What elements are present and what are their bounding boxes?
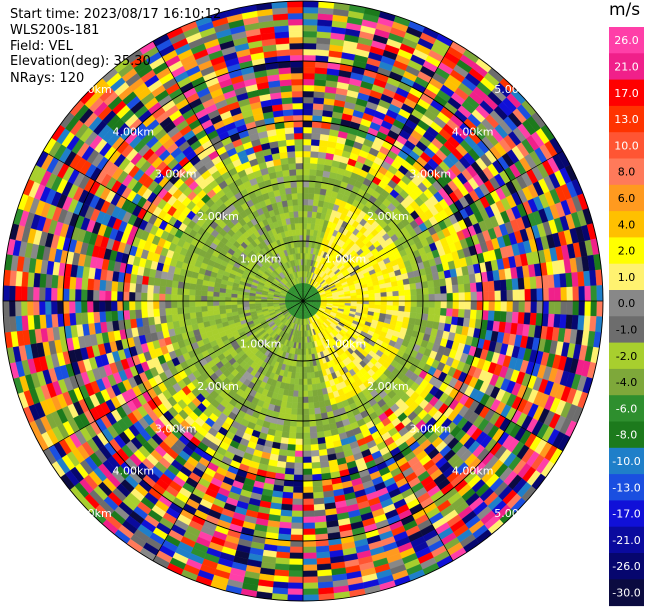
range-label: 2.00km	[367, 380, 409, 393]
range-label: 1.00km	[325, 337, 367, 350]
range-label: 4.00km	[113, 465, 155, 478]
range-label: 5.00km	[494, 507, 536, 520]
range-label: 3.00km	[155, 422, 197, 435]
range-label: 3.00km	[410, 168, 452, 181]
range-labels: 1.00km 1.00km 1.00km 1.00km 2.00km 2.00km 2.00…	[70, 83, 536, 520]
range-label: 2.00km	[197, 380, 239, 393]
range-label: 1.00km	[240, 253, 282, 266]
elevation-label: Elevation(deg): 35.30	[10, 54, 151, 69]
range-label: 4.00km	[452, 125, 494, 138]
range-label: 2.00km	[197, 210, 239, 223]
range-label: 2.00km	[367, 210, 409, 223]
azimuth-spokes	[3, 1, 603, 601]
ppi-gates	[2, 0, 604, 602]
range-label: 5.00km	[494, 83, 536, 96]
field-label: Field: VEL	[10, 39, 73, 54]
range-label: 4.00km	[452, 465, 494, 478]
range-label: 1.00km	[325, 253, 367, 266]
range-label: 1.00km	[240, 337, 282, 350]
nrays-label: NRays: 120	[10, 71, 85, 86]
start-time-label: Start time: 2023/08/17 16:10:12	[10, 7, 222, 22]
colorbar-unit: m/s	[609, 0, 641, 20]
range-label: 5.00km	[70, 507, 112, 520]
station-label: WLS200s-181	[10, 23, 100, 38]
range-label: 5.00km	[70, 83, 112, 96]
range-label: 3.00km	[410, 422, 452, 435]
range-label: 3.00km	[155, 168, 197, 181]
range-label: 4.00km	[113, 125, 155, 138]
